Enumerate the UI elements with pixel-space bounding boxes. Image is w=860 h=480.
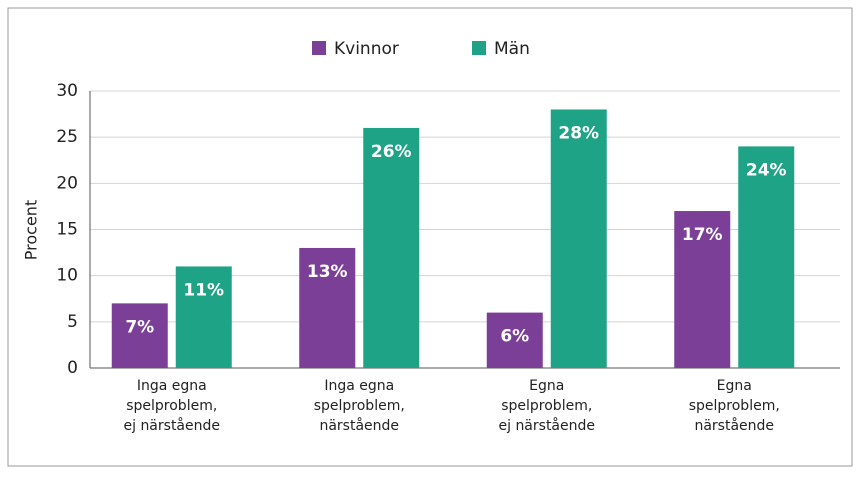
value-label: 28% xyxy=(558,123,599,143)
bar xyxy=(111,303,168,368)
legend-swatch xyxy=(312,41,326,55)
x-tick-label: Egna xyxy=(717,378,752,394)
bar xyxy=(550,109,607,368)
legend-label: Män xyxy=(494,39,530,59)
legend-swatch xyxy=(472,41,486,55)
y-tick-label: 20 xyxy=(56,173,78,193)
x-tick-label: Inga egna xyxy=(324,378,394,394)
x-tick-label: närstående xyxy=(694,417,774,434)
bar xyxy=(486,312,543,368)
x-tick-label: spelproblem, xyxy=(314,398,405,414)
x-tick-label: ej närstående xyxy=(123,417,220,434)
x-tick-label: ej närstående xyxy=(498,417,595,434)
frame xyxy=(7,7,853,467)
bar xyxy=(674,211,731,368)
x-tick-label: Egna xyxy=(529,378,564,394)
x-tick-label: Inga egna xyxy=(137,378,207,394)
y-tick-label: 30 xyxy=(56,81,78,101)
y-axis-label: Procent xyxy=(22,200,41,260)
bar xyxy=(175,266,232,368)
x-tick-label: spelproblem, xyxy=(689,398,780,414)
bar xyxy=(363,127,420,368)
value-label: 13% xyxy=(307,262,348,282)
y-tick-label: 0 xyxy=(67,358,78,378)
value-label: 26% xyxy=(371,142,412,162)
y-tick-label: 25 xyxy=(56,127,78,147)
y-tick-label: 5 xyxy=(67,312,78,332)
x-tick-label: spelproblem, xyxy=(501,398,592,414)
value-label: 17% xyxy=(682,225,723,245)
value-label: 6% xyxy=(500,327,529,347)
y-tick-label: 15 xyxy=(56,220,78,240)
legend-label: Kvinnor xyxy=(334,39,399,59)
y-tick-label: 10 xyxy=(56,266,78,286)
bar xyxy=(299,247,356,368)
x-tick-label: närstående xyxy=(319,417,399,434)
value-label: 11% xyxy=(183,280,224,300)
bar xyxy=(738,146,795,368)
value-label: 7% xyxy=(125,317,154,337)
value-label: 24% xyxy=(746,160,787,180)
x-tick-label: spelproblem, xyxy=(126,398,217,414)
